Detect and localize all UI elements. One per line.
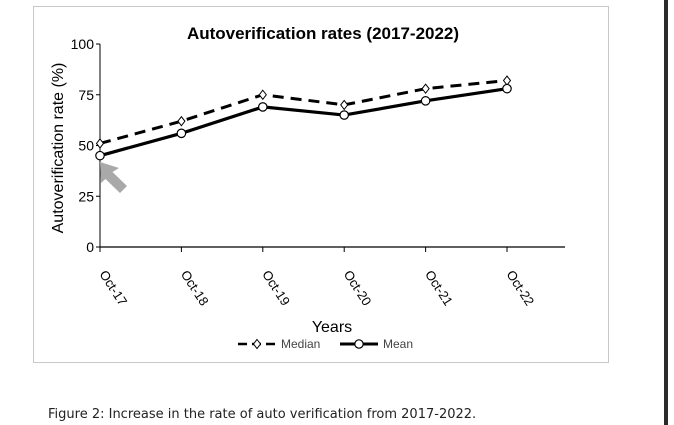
data-point-mean <box>257 102 268 112</box>
data-point-median <box>502 75 512 86</box>
legend-label-mean: Mean <box>383 337 413 351</box>
y-tick-label: 50 <box>78 138 94 154</box>
x-tick-label: Oct-22 <box>503 267 537 308</box>
legend-marker-median <box>252 338 262 350</box>
data-point-median <box>258 89 267 101</box>
data-point-mean <box>95 150 105 161</box>
y-tick-label: 0 <box>86 239 94 255</box>
y-tick-label: 25 <box>78 188 94 204</box>
data-point-mean <box>502 83 512 94</box>
figure-frame <box>33 6 609 363</box>
series-line-mean <box>99 87 508 158</box>
figure-caption: Figure 2: Increase in the rate of auto v… <box>48 407 477 422</box>
x-tick-label: Oct-18 <box>178 267 212 308</box>
data-point-mean <box>339 110 349 120</box>
legend-marker-mean <box>354 339 364 349</box>
data-point-mean <box>176 128 187 139</box>
series-line-median <box>99 79 508 145</box>
data-point-median <box>177 115 186 127</box>
x-tick-label: Oct-20 <box>341 267 375 308</box>
x-tick-label: Oct-17 <box>96 267 130 308</box>
data-point-median <box>95 138 105 149</box>
x-tick-label: Oct-21 <box>422 267 456 308</box>
data-point-median <box>340 99 349 111</box>
y-axis-title: Autoverification rate (%) <box>50 63 67 234</box>
annotation-arrow <box>100 162 127 193</box>
legend-label-median: Median <box>281 337 320 351</box>
page-edge-scrollbar <box>664 0 668 425</box>
x-axis-title: Years <box>312 319 352 336</box>
chart-title: Autoverification rates (2017-2022) <box>187 24 459 43</box>
y-tick-label: 75 <box>78 87 94 103</box>
y-tick-label: 100 <box>71 36 95 52</box>
data-point-mean <box>420 96 431 106</box>
data-point-median <box>421 83 430 94</box>
x-tick-label: Oct-19 <box>259 267 293 308</box>
